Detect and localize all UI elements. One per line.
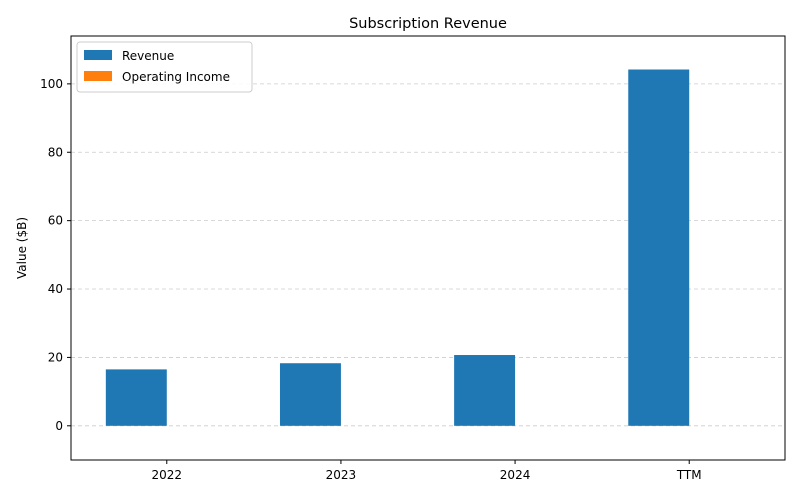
y-tick-label: 80 [48, 145, 63, 159]
legend: Revenue Operating Income [76, 41, 253, 93]
y-axis-ticks: 0 20 40 60 80 100 [40, 77, 71, 433]
bars [105, 69, 690, 426]
bar-revenue [454, 355, 516, 426]
plot-frame [70, 35, 786, 461]
x-tick-label: 2023 [326, 468, 357, 482]
y-tick-label: 0 [55, 419, 63, 433]
y-tick-label: 20 [48, 350, 63, 364]
bar-revenue [628, 69, 690, 426]
y-tick-label: 60 [48, 214, 63, 228]
x-tick-label: 2022 [152, 468, 183, 482]
legend-label: Revenue [122, 49, 174, 63]
legend-box [76, 41, 253, 93]
legend-swatch [84, 50, 112, 60]
legend-swatch [84, 71, 112, 81]
bar-revenue [105, 369, 167, 426]
bar-revenue [279, 363, 341, 426]
y-tick-label: 40 [48, 282, 63, 296]
x-tick-label: 2024 [500, 468, 531, 482]
x-axis-ticks: 2022 2023 2024 TTM [152, 460, 702, 482]
y-axis-title: Value ($B) [15, 217, 29, 279]
x-tick-label: TTM [676, 468, 702, 482]
y-tick-label: 100 [40, 77, 63, 91]
legend-label: Operating Income [122, 70, 230, 84]
chart-title: Subscription Revenue [349, 16, 507, 32]
